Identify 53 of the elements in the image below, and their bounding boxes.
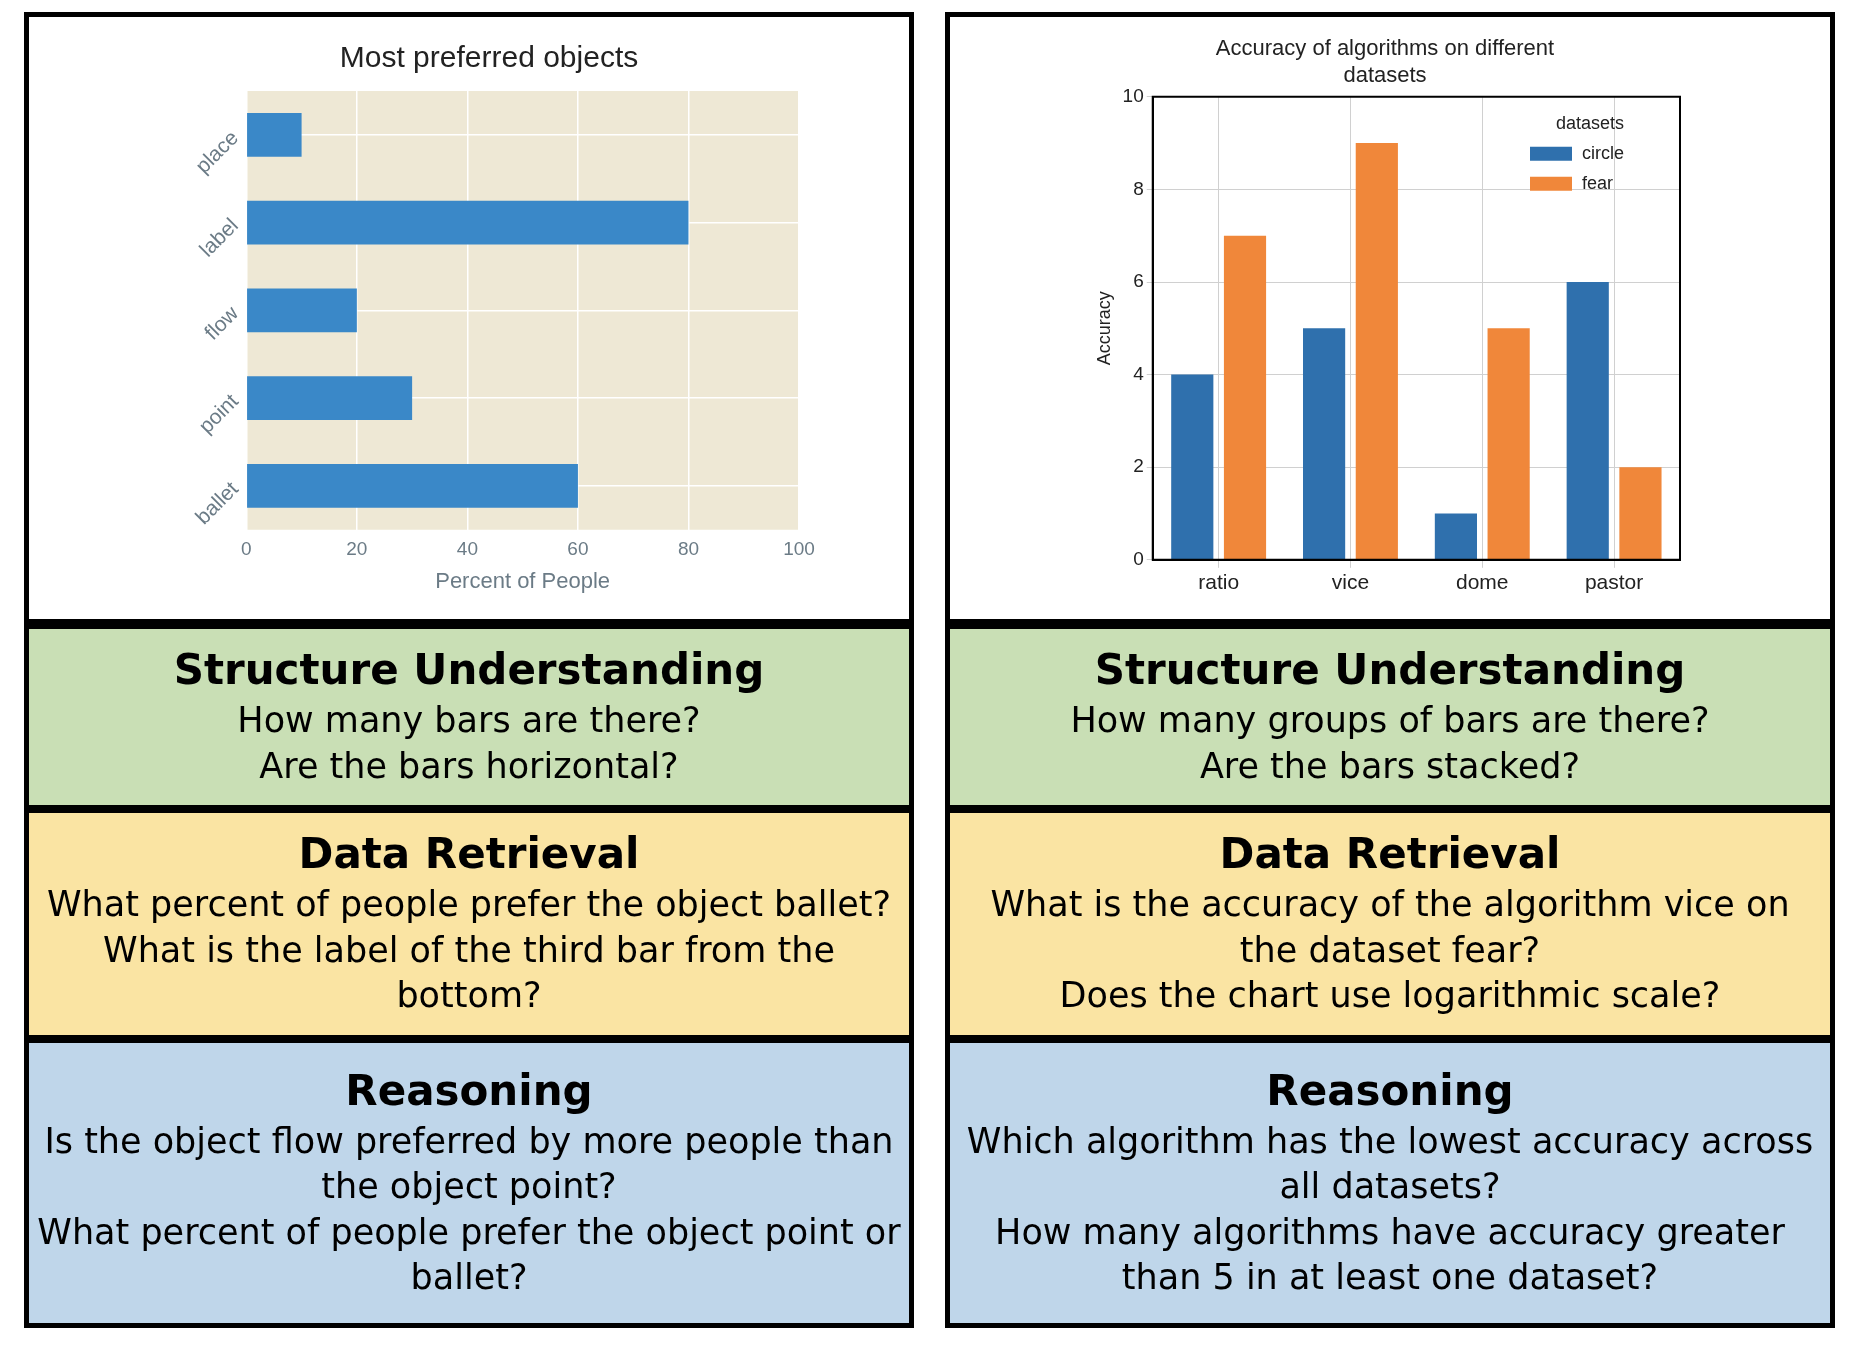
legend-label: fear — [1582, 172, 1614, 193]
text: Does the chart use logarithmic scale? — [1058, 974, 1722, 1018]
bar — [1566, 282, 1609, 560]
text: Data Retrieval — [1218, 829, 1562, 879]
text: What is the accuracy of the algorithm vice on the dataset fear? — [989, 883, 1791, 972]
text: Is the object flow preferred by more people than the object point? — [43, 1119, 895, 1208]
text: Reasoning — [1265, 1065, 1515, 1115]
y-tick-label: 6 — [1133, 270, 1144, 292]
bar — [247, 112, 302, 157]
x-tick-label: ratio — [1198, 570, 1240, 594]
x-tick-label: dome — [1456, 570, 1509, 594]
text: Are the bars stacked? — [1198, 744, 1582, 788]
bar — [247, 463, 578, 508]
bar — [1223, 235, 1267, 560]
bar — [1171, 374, 1214, 560]
text: Structure Understanding — [172, 645, 766, 694]
y-tick-label: 2 — [1133, 455, 1144, 477]
y-tick-label: flow — [199, 300, 243, 344]
x-tick-label: 80 — [677, 538, 700, 560]
text: What is the label of the third bar from the bottom? — [102, 928, 836, 1018]
text: What percent of people prefer the object ballet? — [45, 883, 893, 927]
text: Structure Understanding — [1093, 645, 1687, 694]
bar — [247, 288, 357, 333]
bar — [1487, 328, 1530, 560]
x-tick-label: 20 — [346, 538, 368, 560]
bar — [1619, 467, 1662, 560]
text: How many groups of bars are there? — [1069, 699, 1711, 742]
x-tick-label: 60 — [567, 538, 589, 560]
y-tick-label: 8 — [1133, 177, 1144, 199]
legend-title: datasets — [1555, 112, 1625, 133]
x-tick-label: pastor — [1584, 570, 1644, 594]
chart-title: Most preferred objects — [339, 40, 639, 74]
text: Data Retrieval — [297, 829, 641, 879]
text: How many algorithms have accuracy greater than 5 in at least one dataset? — [994, 1210, 1786, 1299]
y-axis-title: Accuracy — [1093, 291, 1114, 366]
text: How many bars are there? — [236, 699, 702, 742]
text: Reasoning — [344, 1065, 594, 1115]
legend-label: circle — [1582, 142, 1625, 163]
bar — [247, 200, 689, 245]
y-tick-label: 10 — [1122, 85, 1144, 107]
bar — [247, 376, 413, 421]
x-tick-label: 40 — [456, 538, 478, 560]
bar — [1303, 328, 1346, 560]
x-tick-label: 100 — [783, 538, 815, 560]
x-axis-title: Percent of People — [435, 567, 611, 593]
text: What percent of people prefer the object point or ballet? — [37, 1210, 901, 1299]
text: Which algorithm has the lowest accuracy across all datasets? — [965, 1119, 1815, 1208]
bar — [1355, 143, 1398, 560]
bar — [1434, 513, 1477, 560]
y-tick-label: 4 — [1133, 362, 1145, 384]
text: Are the bars horizontal? — [258, 744, 680, 788]
chart-title: Accuracy of algorithms on different datasets — [1215, 35, 1555, 87]
x-tick-label: vice — [1331, 570, 1370, 594]
